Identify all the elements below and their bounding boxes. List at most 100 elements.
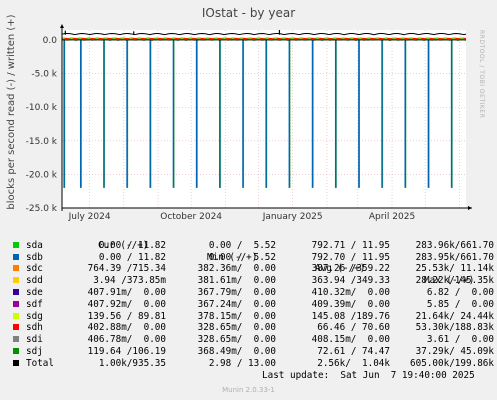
legend-swatch bbox=[13, 265, 19, 272]
legend-header: Cur (-/+) Min (-/+) Avg (-/+) Max (-/+) bbox=[10, 228, 474, 286]
legend-cur: 764.39 /715.34 bbox=[87, 263, 166, 275]
legend-min: 382.36m/ 0.00 bbox=[197, 263, 276, 275]
legend-min: 0.00 / 5.52 bbox=[208, 239, 276, 251]
legend-max: 21.64k/ 24.44k bbox=[415, 310, 494, 322]
legend-avg: 66.46 / 70.60 bbox=[317, 322, 390, 334]
legend-min: 2.98 / 13.00 bbox=[208, 357, 276, 369]
x-tick-label: April 2025 bbox=[369, 212, 415, 222]
x-axis-arrow bbox=[468, 206, 472, 210]
legend-max: 605.00k/199.86k bbox=[410, 357, 494, 369]
legend-avg: 387.26 /359.22 bbox=[311, 263, 390, 275]
legend-max: 3.61 / 0.00 bbox=[426, 334, 494, 346]
legend-row-total: Total 1.00k/935.35 2.98 / 13.00 2.56k/ 1.04… bbox=[10, 358, 494, 370]
legend-swatch bbox=[13, 312, 19, 319]
legend-row-sda: sda 0.00 / 11.82 0.00 / 5.52 792.71 / 11.95… bbox=[10, 240, 494, 252]
legend-name: sdi bbox=[26, 334, 43, 346]
axes bbox=[60, 24, 472, 211]
legend-swatch bbox=[13, 253, 19, 260]
legend-avg: 408.15m/ 0.00 bbox=[311, 334, 390, 346]
legend-min: 328.65m/ 0.00 bbox=[197, 334, 276, 346]
legend-max: 53.30k/188.83k bbox=[415, 322, 494, 334]
legend-max: 283.96k/661.70 bbox=[415, 239, 494, 251]
legend-name: sdf bbox=[26, 298, 43, 310]
rrdtool-credit: RRDTOOL / TOBI OETIKER bbox=[478, 30, 485, 119]
legend: Cur (-/+) Min (-/+) Avg (-/+) Max (-/+) … bbox=[10, 228, 494, 370]
legend-row-sdg: sdg 139.56 / 89.81 378.15m/ 0.00 145.08 /18… bbox=[10, 311, 494, 323]
series-total-line bbox=[61, 32, 467, 36]
legend-avg: 363.94 /349.33 bbox=[311, 275, 390, 287]
legend-name: sdh bbox=[26, 322, 43, 334]
legend-name: sda bbox=[26, 239, 43, 251]
legend-header-max: Max (-/+) bbox=[424, 275, 475, 287]
tick-labels: 0.0 -5.0 k -10.0 k -15.0 k -20.0 k -25.0 k Jul… bbox=[26, 36, 416, 222]
legend-name: Total bbox=[26, 357, 54, 369]
legend-max: 25.53k/ 11.14k bbox=[415, 263, 494, 275]
legend-cur: 0.00 / 11.82 bbox=[98, 239, 166, 251]
y-axis-label: blocks per second read (-) / written (+) bbox=[6, 14, 17, 209]
legend-swatch bbox=[13, 241, 19, 248]
legend-cur: 407.91m/ 0.00 bbox=[87, 286, 166, 298]
legend-name: sdj bbox=[26, 345, 43, 357]
legend-swatch bbox=[13, 347, 19, 354]
x-tick-label: July 2024 bbox=[68, 212, 111, 222]
legend-row-sdc: sdc 764.39 /715.34 382.36m/ 0.00 387.26 /35… bbox=[10, 263, 494, 275]
legend-header-cur: Cur (-/+) bbox=[98, 239, 149, 251]
legend-max: 6.82 / 0.00 bbox=[426, 286, 494, 298]
x-tick-label: January 2025 bbox=[262, 212, 323, 222]
legend-min: 381.61m/ 0.00 bbox=[197, 275, 276, 287]
legend-avg: 792.71 / 11.95 bbox=[311, 239, 390, 251]
footer-version: Munin 2.0.33-1 bbox=[222, 386, 275, 394]
legend-cur: 139.56 / 89.81 bbox=[87, 310, 166, 322]
legend-min: 328.65m/ 0.00 bbox=[197, 322, 276, 334]
legend-min: 378.15m/ 0.00 bbox=[197, 310, 276, 322]
legend-cur: 402.88m/ 0.00 bbox=[87, 322, 166, 334]
y-tick-label: -15.0 k bbox=[26, 137, 58, 147]
legend-name: sde bbox=[26, 286, 43, 298]
legend-row-sde: sde 407.91m/ 0.00 367.79m/ 0.00 410.32m/ 0.… bbox=[10, 287, 494, 299]
legend-max: 28.22k/145.35k bbox=[415, 275, 494, 287]
y-tick-label: 0.0 bbox=[43, 36, 58, 46]
legend-avg: 409.39m/ 0.00 bbox=[311, 298, 390, 310]
legend-swatch bbox=[13, 288, 19, 295]
legend-swatch bbox=[13, 324, 19, 331]
legend-swatch bbox=[13, 336, 19, 343]
y-tick-label: -5.0 k bbox=[31, 70, 57, 80]
plot-area bbox=[62, 30, 466, 208]
legend-row-sdd: sdd 3.94 /373.85m 381.61m/ 0.00 363.94 /349… bbox=[10, 275, 494, 287]
legend-name: sdg bbox=[26, 310, 43, 322]
legend-cur: 3.94 /373.85m bbox=[93, 275, 166, 287]
legend-max: 37.29k/ 45.09k bbox=[415, 345, 494, 357]
legend-row-sdj: sdj 119.64 /106.19 368.49m/ 0.00 72.61 / 74… bbox=[10, 346, 494, 358]
last-update: Last update: Sat Jun 7 19:40:00 2025 bbox=[262, 370, 475, 381]
legend-row-sdi: sdi 406.78m/ 0.00 328.65m/ 0.00 408.15m/ 0.… bbox=[10, 334, 494, 346]
legend-cur: 407.92m/ 0.00 bbox=[87, 298, 166, 310]
legend-name: sdd bbox=[26, 275, 43, 287]
legend-swatch bbox=[13, 277, 19, 284]
legend-row-sdf: sdf 407.92m/ 0.00 367.24m/ 0.00 409.39m/ 0.… bbox=[10, 299, 494, 311]
legend-cur: 1.00k/935.35 bbox=[98, 357, 166, 369]
legend-name: sdb bbox=[26, 251, 43, 263]
legend-max: 283.95k/661.70 bbox=[415, 251, 494, 263]
legend-header-avg: Avg (-/+) bbox=[315, 263, 366, 275]
legend-row-sdb: sdb 0.00 / 11.82 0.00 / 5.52 792.70 / 11.95… bbox=[10, 252, 494, 264]
x-tick-label: October 2024 bbox=[160, 212, 222, 222]
legend-min: 367.79m/ 0.00 bbox=[197, 286, 276, 298]
legend-avg: 410.32m/ 0.00 bbox=[311, 286, 390, 298]
legend-cur: 406.78m/ 0.00 bbox=[87, 334, 166, 346]
legend-avg: 72.61 / 74.47 bbox=[317, 345, 390, 357]
legend-header-min: Min (-/+) bbox=[207, 251, 258, 263]
y-axis-arrow bbox=[60, 24, 64, 28]
legend-cur: 0.00 / 11.82 bbox=[98, 251, 166, 263]
legend-min: 367.24m/ 0.00 bbox=[197, 298, 276, 310]
legend-rows: sda 0.00 / 11.82 0.00 / 5.52 792.71 / 11.95… bbox=[10, 240, 494, 370]
legend-min: 0.00 / 5.52 bbox=[208, 251, 276, 263]
legend-avg: 792.70 / 11.95 bbox=[311, 251, 390, 263]
legend-swatch bbox=[13, 300, 19, 307]
legend-max: 5.85 / 0.00 bbox=[426, 298, 494, 310]
legend-row-sdh: sdh 402.88m/ 0.00 328.65m/ 0.00 66.46 / 70.… bbox=[10, 322, 494, 334]
legend-min: 368.49m/ 0.00 bbox=[197, 345, 276, 357]
legend-swatch bbox=[13, 359, 19, 366]
y-tick-label: -10.0 k bbox=[26, 103, 58, 113]
legend-avg: 145.08 /189.76 bbox=[311, 310, 390, 322]
